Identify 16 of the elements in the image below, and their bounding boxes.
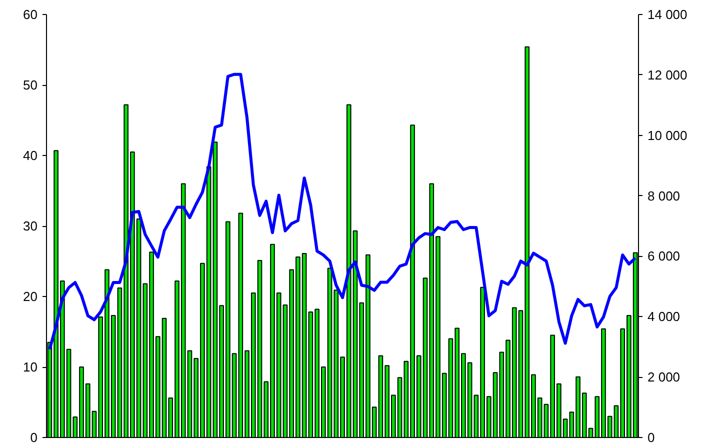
y2-tick-label: 2 000	[648, 370, 680, 385]
y2-tick-label: 10 000	[648, 128, 688, 143]
y2-tick-label: 12 000	[648, 67, 688, 82]
y-tick-label: 20	[23, 289, 38, 304]
line-series	[48, 72, 637, 351]
y-tick-label: 30	[23, 218, 38, 234]
y-tick-label: 40	[23, 148, 38, 163]
y2-tick-label: 8 000	[648, 188, 680, 204]
y2-tick-label: 4 000	[648, 309, 680, 324]
y-tick-label: 0	[30, 430, 38, 445]
y2-tick-label: 0	[648, 430, 655, 445]
y2-tick-label: 14 000	[648, 7, 688, 22]
y-tick-label: 10	[23, 360, 38, 374]
y-tick-label: 60	[23, 7, 38, 22]
y-tick-label: 50	[23, 78, 38, 92]
y2-tick-label: 6 000	[648, 248, 680, 264]
